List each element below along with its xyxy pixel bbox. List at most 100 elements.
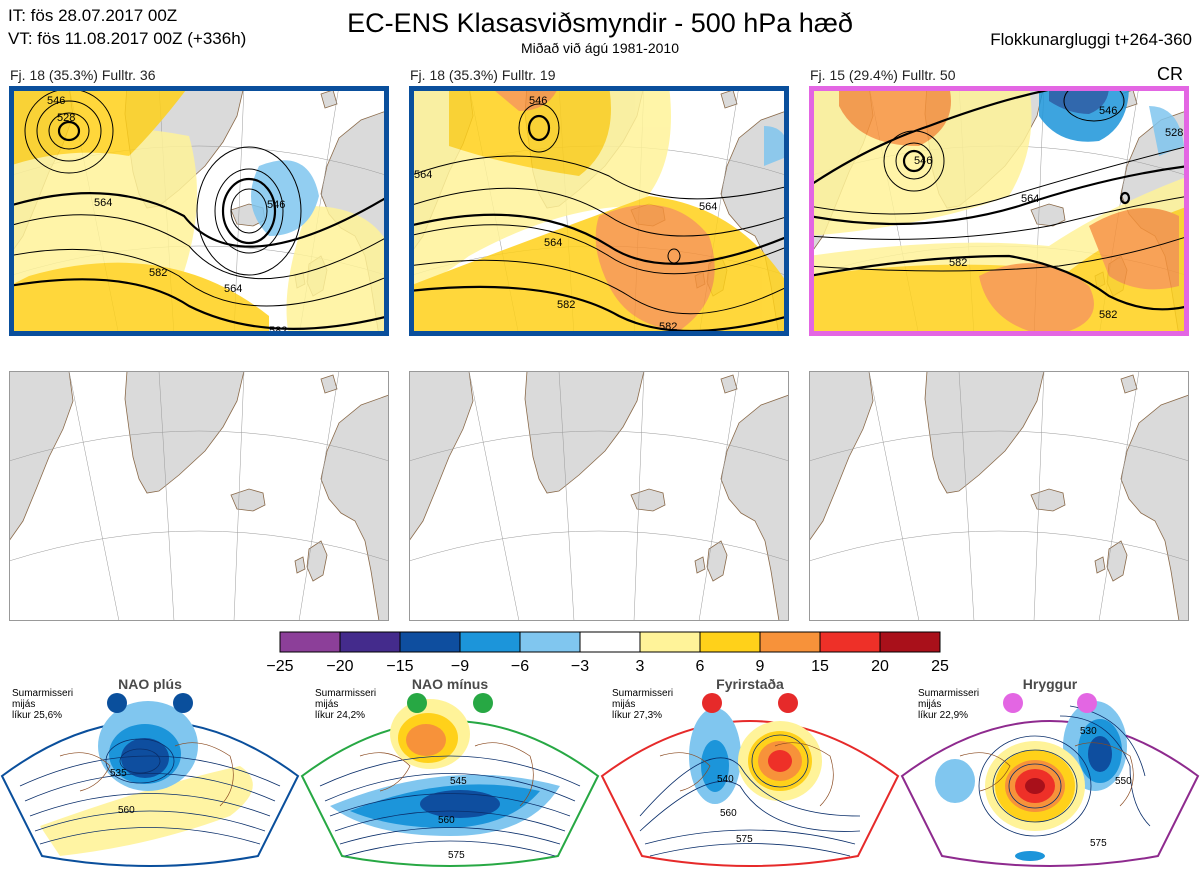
cluster-2-contour-label: 582 xyxy=(557,299,575,311)
regime-quantity: mijás xyxy=(315,699,339,710)
cluster-2-label: Fj. 18 (35.3%) Fulltr. 19 xyxy=(410,67,556,83)
regime-blocking-contour: 540 xyxy=(717,774,734,785)
empty-map-3 xyxy=(809,371,1189,621)
cluster-3-contour-label: 546 xyxy=(914,155,932,167)
cluster-3-contour-label: 528 xyxy=(1165,127,1183,139)
regime-nao-minus-info: Sumarmisseri mijás líkur 24,2% xyxy=(315,688,376,721)
regime-nao-plus-info: Sumarmisseri mijás líkur 25,6% xyxy=(12,688,73,721)
regime-ridge-contour: 550 xyxy=(1115,776,1132,787)
colorbar-cell xyxy=(519,631,581,653)
regime-nao-minus-contour: 575 xyxy=(448,850,465,861)
colorbar-tick-label: −9 xyxy=(451,658,469,675)
colorbar-tick-label: −25 xyxy=(266,658,293,675)
regime-season: Sumarmisseri xyxy=(918,688,980,699)
cluster-3-map[interactable]: 546 546 564 582 582 528 xyxy=(809,86,1189,336)
colorbar-tick-label: −15 xyxy=(386,658,413,675)
cluster-1-contour-label: 582 xyxy=(269,325,287,331)
colorbar-cell xyxy=(759,631,821,653)
cluster-2-contour-label: 546 xyxy=(529,95,547,107)
classification-window: Flokkunargluggi t+264-360 xyxy=(990,30,1192,49)
page-title: EC-ENS Klasasviðsmyndir - 500 hPa hæð xyxy=(347,8,853,38)
regime-season: Sumarmisseri xyxy=(612,688,674,699)
regime-nao-minus-contour: 545 xyxy=(450,776,467,787)
regime-blocking: 540 560 575 xyxy=(600,693,900,867)
colorbar-tick-label: 20 xyxy=(871,658,889,675)
regime-ridge-info: Sumarmisseri mijás líkur 22,9% xyxy=(918,688,979,721)
regime-nao-minus-dot xyxy=(473,693,493,713)
regime-likelihood: líkur 22,9% xyxy=(918,710,969,721)
regime-blocking-title: Fyrirstaða xyxy=(716,676,784,692)
regime-nao-plus-dot xyxy=(173,693,193,713)
regime-ridge: 530 550 575 xyxy=(900,693,1200,867)
regime-blocking-sector xyxy=(600,720,900,867)
colorbar-tick-label: −3 xyxy=(571,658,589,675)
regime-ridge-title: Hryggur xyxy=(1022,676,1078,692)
regime-nao-plus-contour: 535 xyxy=(110,768,127,779)
regime-nao-minus-contour: 560 xyxy=(438,815,455,826)
colorbar-cell xyxy=(339,631,401,653)
cluster-1-map-svg: 528 546 564 546 564 582 582 xyxy=(14,91,384,331)
cluster-1-contour-label: 546 xyxy=(47,95,65,107)
regime-season: Sumarmisseri xyxy=(12,688,74,699)
cluster-2-contour-label: 564 xyxy=(699,201,717,213)
colorbar-cell xyxy=(879,631,941,653)
regime-nao-plus-dot xyxy=(107,693,127,713)
regime-blocking-contour: 575 xyxy=(736,834,753,845)
cluster-1-contour-label: 564 xyxy=(94,197,112,209)
colorbar-tick-label: 6 xyxy=(696,658,705,675)
colorbar-tick-label: 25 xyxy=(931,658,949,675)
cluster-1-map[interactable]: 528 546 564 546 564 582 582 xyxy=(9,86,389,336)
colorbar-tick-label: 9 xyxy=(756,658,765,675)
regime-nao-plus-title: NAO plús xyxy=(118,676,182,692)
regime-ridge-contour: 530 xyxy=(1080,726,1097,737)
regime-nao-minus-title: NAO mínus xyxy=(411,676,489,692)
empty-map-2 xyxy=(409,371,789,621)
regime-likelihood: líkur 24,2% xyxy=(315,710,366,721)
colorbar-cell xyxy=(699,631,761,653)
empty-map-3-svg xyxy=(810,372,1188,620)
cluster-3-contour-label: 582 xyxy=(1099,309,1117,321)
cluster-3-map-svg: 546 546 564 582 582 528 xyxy=(814,91,1184,331)
colorbar-cell xyxy=(579,631,641,653)
page-subtitle: Miðað við ágú 1981-2010 xyxy=(520,40,679,56)
colorbar-cell xyxy=(459,631,521,653)
regime-nao-plus-contour: 560 xyxy=(118,805,135,816)
regime-nao-plus: 535 560 xyxy=(0,693,300,867)
colorbar-tick-label: −20 xyxy=(326,658,353,675)
colorbar-cell xyxy=(399,631,461,653)
cluster-1-contour-label: 528 xyxy=(57,112,75,124)
init-time-text: IT: fös 28.07.2017 00Z xyxy=(8,6,178,25)
cluster-2-map-svg: 546 564 564 582 582 564 xyxy=(414,91,784,331)
cluster-2-contour-label: 564 xyxy=(544,237,562,249)
regime-blocking-contour: 560 xyxy=(720,808,737,819)
header-init-time: IT: fös 28.07.2017 00Z VT: fös 11.08.201… xyxy=(8,4,246,50)
valid-time-text: VT: fös 11.08.2017 00Z (+336h) xyxy=(8,29,247,48)
regime-ridge-contour: 575 xyxy=(1090,838,1107,849)
cluster-3-label: Fj. 15 (29.4%) Fulltr. 50 xyxy=(810,67,956,83)
empty-map-1 xyxy=(9,371,389,621)
colorbar-cell xyxy=(819,631,881,653)
cluster-2-map[interactable]: 546 564 564 582 582 564 xyxy=(409,86,789,336)
regime-panels: 535 560 545 560 575 xyxy=(0,693,1200,867)
regime-quantity: mijás xyxy=(918,699,942,710)
cluster-1-contour-label: 546 xyxy=(267,199,285,211)
regime-ridge-dot xyxy=(1003,693,1023,713)
cluster-1-label: Fj. 18 (35.3%) Fulltr. 36 xyxy=(10,67,156,83)
regime-ridge-dot xyxy=(1077,693,1097,713)
colorbar-tick-label: 15 xyxy=(811,658,829,675)
cr-label: CR xyxy=(1157,64,1183,84)
colorbar-cell xyxy=(279,631,341,653)
colorbar-tick-label: 3 xyxy=(636,658,645,675)
empty-map-2-svg xyxy=(410,372,788,620)
cluster-1-contour-label: 564 xyxy=(224,283,242,295)
regime-nao-minus: 545 560 575 xyxy=(300,693,600,867)
regime-blocking-dot xyxy=(702,693,722,713)
regime-quantity: mijás xyxy=(12,699,36,710)
regime-likelihood: líkur 25,6% xyxy=(12,710,63,721)
regime-quantity: mijás xyxy=(612,699,636,710)
colorbar-tick-label: −6 xyxy=(511,658,529,675)
cluster-1-contour-label: 582 xyxy=(149,267,167,279)
regime-nao-minus-dot xyxy=(407,693,427,713)
cluster-3-contour-label: 582 xyxy=(949,257,967,269)
cluster-2-contour-label: 582 xyxy=(659,321,677,331)
